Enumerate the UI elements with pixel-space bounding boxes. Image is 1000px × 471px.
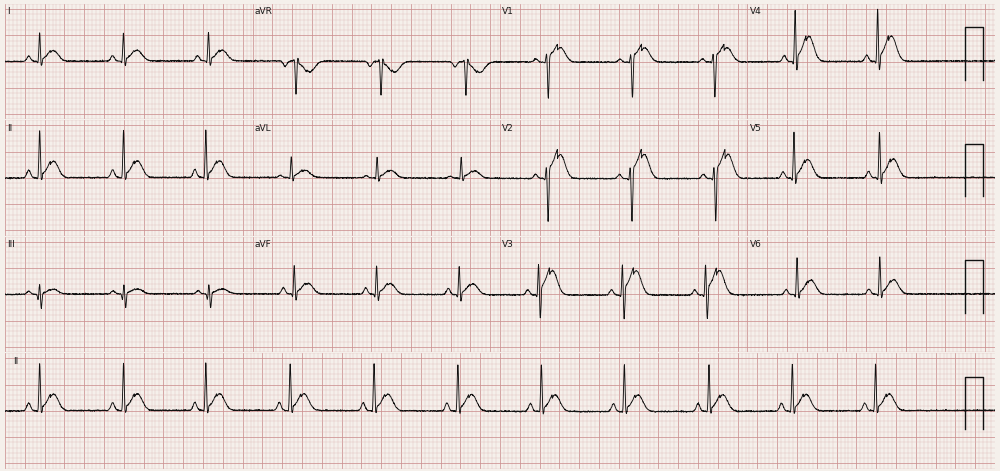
Text: aVF: aVF [254, 240, 271, 249]
Text: I: I [7, 7, 10, 16]
Text: II: II [13, 357, 18, 365]
Text: V6: V6 [749, 240, 761, 249]
Text: aVR: aVR [254, 7, 272, 16]
Text: V1: V1 [502, 7, 514, 16]
Text: II: II [7, 123, 12, 133]
Text: III: III [7, 240, 15, 249]
Text: V4: V4 [749, 7, 761, 16]
Text: V2: V2 [502, 123, 514, 133]
Text: V3: V3 [502, 240, 514, 249]
Text: V5: V5 [749, 123, 761, 133]
Text: aVL: aVL [254, 123, 271, 133]
